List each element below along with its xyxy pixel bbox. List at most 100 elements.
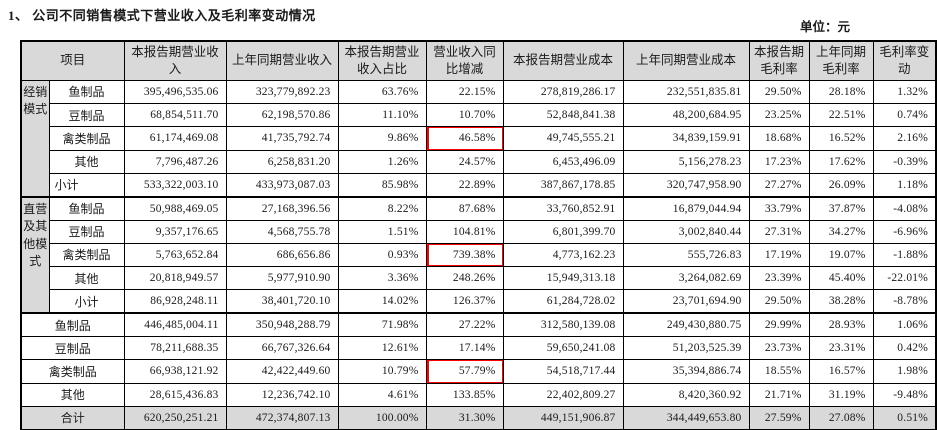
value-cell: 6,258,831.20 — [225, 149, 339, 174]
value-cell: 9.86% — [337, 126, 427, 151]
table-row: 禽类制品 5,763,652.84 686,656.86 0.93% 739.38% 4,… — [21, 242, 937, 268]
value-cell: 1.98% — [872, 359, 937, 384]
table-row: 豆制品 68,854,511.70 62,198,570.86 11.10% 10.70… — [21, 103, 937, 128]
value-cell: 31.19% — [808, 382, 874, 407]
value-cell: 17.23% — [748, 149, 810, 174]
value-cell: 27.31% — [748, 219, 810, 244]
value-cell: 71.98% — [337, 312, 427, 338]
value-cell: 1.06% — [872, 312, 937, 338]
value-cell: 323,779,892.23 — [225, 79, 339, 105]
table-row: 小计 86,928,248.11 38,401,720.10 14.02% 126.37… — [21, 289, 937, 315]
value-cell: 59,650,241.08 — [502, 336, 624, 361]
row-label: 其他 — [48, 149, 125, 174]
col-header-prior-revenue: 上年同期营业收入 — [225, 40, 339, 81]
value-cell: 248.26% — [425, 266, 504, 291]
row-label: 鱼制品 — [20, 312, 125, 338]
value-cell: 133.85% — [425, 382, 504, 407]
value-cell: -6.96% — [872, 219, 937, 244]
value-cell: 27,168,396.56 — [225, 196, 339, 221]
value-cell: 5,763,652.84 — [123, 242, 227, 268]
value-cell: 62,198,570.86 — [225, 103, 339, 128]
value-cell: 54,518,717.44 — [502, 359, 624, 384]
value-cell: 6,453,496.09 — [502, 149, 624, 174]
value-cell: 8,420,360.92 — [622, 382, 750, 407]
value-cell: 232,551,835.81 — [622, 79, 750, 105]
value-cell: 2.16% — [872, 126, 937, 151]
value-cell-highlighted: 57.79% — [425, 359, 504, 384]
value-cell: 4,568,755.78 — [225, 219, 339, 244]
value-cell: 10.70% — [425, 103, 504, 128]
value-cell: 24.57% — [425, 149, 504, 174]
value-cell: 28.93% — [808, 312, 874, 338]
value-cell: 18.55% — [748, 359, 810, 384]
value-cell: 17.62% — [808, 149, 874, 174]
value-cell: 16.52% — [808, 126, 874, 151]
table-row: 直营及其他模式 鱼制品 50,988,469.05 27,168,396.56 8.22… — [20, 196, 937, 315]
value-cell: 34,839,159.91 — [622, 126, 750, 151]
value-cell: 3,264,082.69 — [622, 266, 750, 291]
value-cell: 446,485,004.11 — [123, 312, 227, 338]
value-cell: 100.00% — [337, 405, 427, 430]
value-cell: 33.79% — [748, 196, 810, 221]
col-header-item: 项目 — [20, 40, 125, 81]
value-cell: 41,735,792.74 — [225, 126, 339, 151]
value-cell: 7,796,487.26 — [123, 149, 227, 174]
value-cell: 8.22% — [337, 196, 427, 221]
value-cell: 29.50% — [748, 79, 810, 105]
value-cell: 23,701,694.90 — [622, 289, 750, 315]
value-cell: 22,402,809.27 — [502, 382, 624, 407]
value-cell: 433,973,087.03 — [225, 172, 339, 198]
value-cell: 42,422,449.60 — [225, 359, 339, 384]
row-label: 其他 — [48, 266, 125, 291]
row-label: 小计 — [48, 172, 125, 198]
value-cell: -1.88% — [872, 242, 937, 268]
table-row: 其他 7,796,487.26 6,258,831.20 1.26% 24.57% 6,4… — [21, 149, 937, 174]
summary-row: 合计 620,250,251.21 472,374,807.13 100.00% 31.… — [20, 405, 937, 430]
value-cell: 9,357,176.65 — [123, 219, 227, 244]
table-row: 豆制品 9,357,176.65 4,568,755.78 1.51% 104.81% 6… — [21, 219, 937, 244]
value-cell: 249,430,880.75 — [622, 312, 750, 338]
value-cell: 620,250,251.21 — [123, 405, 227, 430]
row-label: 合计 — [20, 405, 125, 430]
col-header-current-revenue: 本报告期营业收入 — [123, 40, 227, 81]
value-cell: 0.93% — [337, 242, 427, 268]
value-cell: 17.19% — [748, 242, 810, 268]
col-header-current-margin: 本报告期毛利率 — [748, 40, 810, 81]
col-header-margin-change: 毛利率变动 — [872, 40, 937, 81]
value-cell: 395,496,535.06 — [123, 79, 227, 105]
row-label: 豆制品 — [48, 103, 125, 128]
value-cell: 22.51% — [808, 103, 874, 128]
page-title: 1、 公司不同销售模式下营业收入及毛利率变动情况 — [8, 8, 316, 23]
value-cell: 31.30% — [425, 405, 504, 430]
value-cell: 21.71% — [748, 382, 810, 407]
value-cell: 555,726.83 — [622, 242, 750, 268]
value-cell: 27.08% — [808, 405, 874, 430]
summary-row: 禽类制品 66,938,121.92 42,422,449.60 10.79% 57.7… — [20, 359, 937, 384]
value-cell: 37.87% — [808, 196, 874, 221]
value-cell: 20,818,949.57 — [123, 266, 227, 291]
value-cell: 45.40% — [808, 266, 874, 291]
row-label: 鱼制品 — [48, 196, 125, 221]
row-label: 豆制品 — [48, 219, 125, 244]
value-cell: 320,747,958.90 — [622, 172, 750, 198]
table-row: 经销模式 鱼制品 395,496,535.06 323,779,892.23 63.76… — [20, 79, 937, 198]
value-cell: 16,879,044.94 — [622, 196, 750, 221]
value-cell: 38.28% — [808, 289, 874, 315]
value-cell: 51,203,525.39 — [622, 336, 750, 361]
row-label: 小计 — [48, 289, 125, 315]
value-cell: 104.81% — [425, 219, 504, 244]
value-cell: 35,394,886.74 — [622, 359, 750, 384]
table-row: 其他 20,818,949.57 5,977,910.90 3.36% 248.26% 1… — [21, 266, 937, 291]
value-cell-highlighted: 739.38% — [425, 242, 504, 268]
value-cell: 18.68% — [748, 126, 810, 151]
value-cell: 1.26% — [337, 149, 427, 174]
value-cell: -22.01% — [872, 266, 937, 291]
value-cell: 48,200,684.95 — [622, 103, 750, 128]
value-cell: 38,401,720.10 — [225, 289, 339, 315]
value-cell: 686,656.86 — [225, 242, 339, 268]
summary-row: 豆制品 78,211,688.35 66,767,326.64 12.61% 17.14… — [20, 336, 937, 361]
value-cell: 27.59% — [748, 405, 810, 430]
summary-row: 其他 28,615,436.83 12,236,742.10 4.61% 133.85%… — [20, 382, 937, 407]
value-cell: 87.68% — [425, 196, 504, 221]
value-cell: -0.39% — [872, 149, 937, 174]
